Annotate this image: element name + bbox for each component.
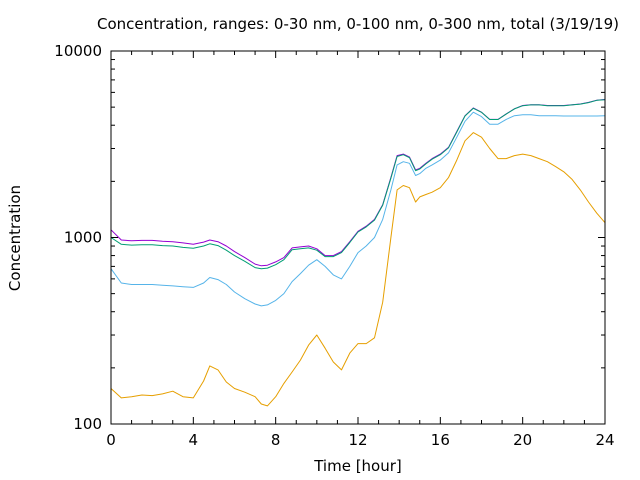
x-axis-ticks: 0 4 8 12 16 20 24 [106,51,615,449]
plot-frame [110,50,606,425]
plot-lines [110,98,606,407]
series-line-3 [110,111,606,307]
y-tick-label: 10000 [54,42,102,60]
x-tick-label: 16 [431,431,450,449]
x-tick-label: 8 [271,431,281,449]
x-tick-label: 12 [348,431,367,449]
chart-title: Concentration, ranges: 0-30 nm, 0-100 nm… [97,15,619,33]
x-tick-label: 0 [106,431,116,449]
x-axis-label: Time [hour] [313,457,402,475]
series-line-1 [110,98,606,267]
y-axis-ticks: 100 1000 10000 [54,42,605,433]
y-tick-label: 1000 [64,229,102,247]
y-axis-label: Concentration [6,185,24,291]
x-tick-label: 20 [513,431,532,449]
y-tick-label: 100 [73,415,102,433]
x-tick-label: 4 [189,431,199,449]
series-line-2 [110,99,606,270]
series-line-4 [110,132,606,407]
x-tick-label: 24 [595,431,614,449]
